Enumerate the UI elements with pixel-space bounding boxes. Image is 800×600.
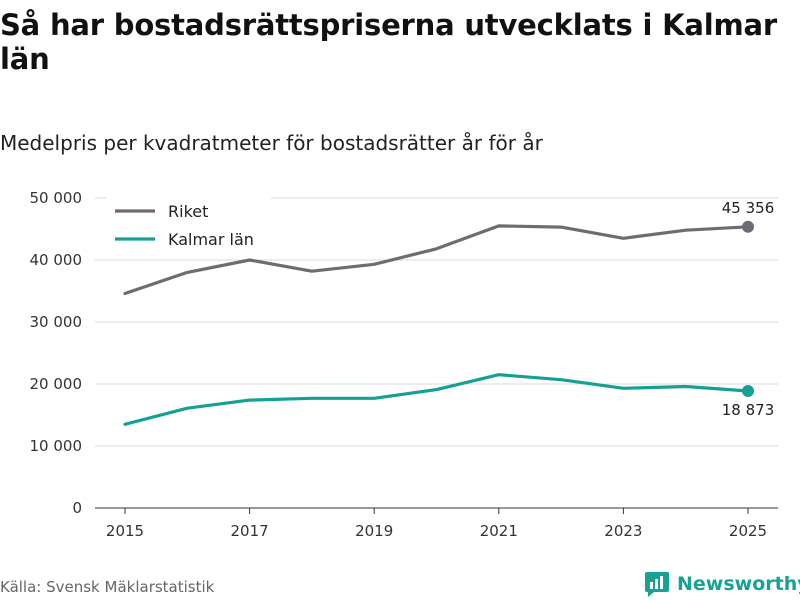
brand-name: Newsworthy <box>677 573 800 595</box>
source-note: Källa: Svensk Mäklarstatistik <box>0 578 215 596</box>
y-tick-label: 40 000 <box>30 251 83 269</box>
data-label-end: 45 356 <box>722 199 775 217</box>
axes: 0 10 000 20 000 30 000 40 000 50 000 2015 2017 2… <box>30 189 778 540</box>
series-line-riket <box>123 224 750 296</box>
x-tick-label: 2017 <box>231 522 269 540</box>
y-tick-label: 30 000 <box>30 313 83 331</box>
legend: Riket Kalmar län <box>106 197 271 253</box>
legend-label: Kalmar län <box>168 230 254 249</box>
x-tick-label: 2015 <box>106 522 144 540</box>
series-lines <box>123 220 754 426</box>
chart-title: Så har bostadsrättspriserna utvecklats i… <box>0 8 777 76</box>
x-tick-label: 2019 <box>355 522 393 540</box>
brand-logo: Newsworthy <box>644 570 800 598</box>
x-tick-label: 2021 <box>480 522 518 540</box>
series-end-point <box>742 384 754 397</box>
data-label-end: 18 873 <box>722 401 775 419</box>
x-tick-label: 2025 <box>729 522 767 540</box>
newsworthy-logo-icon <box>645 572 669 597</box>
y-tick-label: 10 000 <box>30 437 83 455</box>
chart-subtitle: Medelpris per kvadratmeter för bostadsrä… <box>0 131 543 155</box>
x-tick-label: 2023 <box>604 522 642 540</box>
y-tick-label: 0 <box>72 499 82 517</box>
series-end-point <box>742 220 754 233</box>
legend-label: Riket <box>168 202 208 221</box>
y-tick-label: 50 000 <box>30 189 83 207</box>
y-tick-label: 20 000 <box>30 375 83 393</box>
data-labels: 45 356 18 873 <box>722 199 775 419</box>
legend-box <box>106 197 271 253</box>
series-line-kalmar-län <box>123 373 750 426</box>
